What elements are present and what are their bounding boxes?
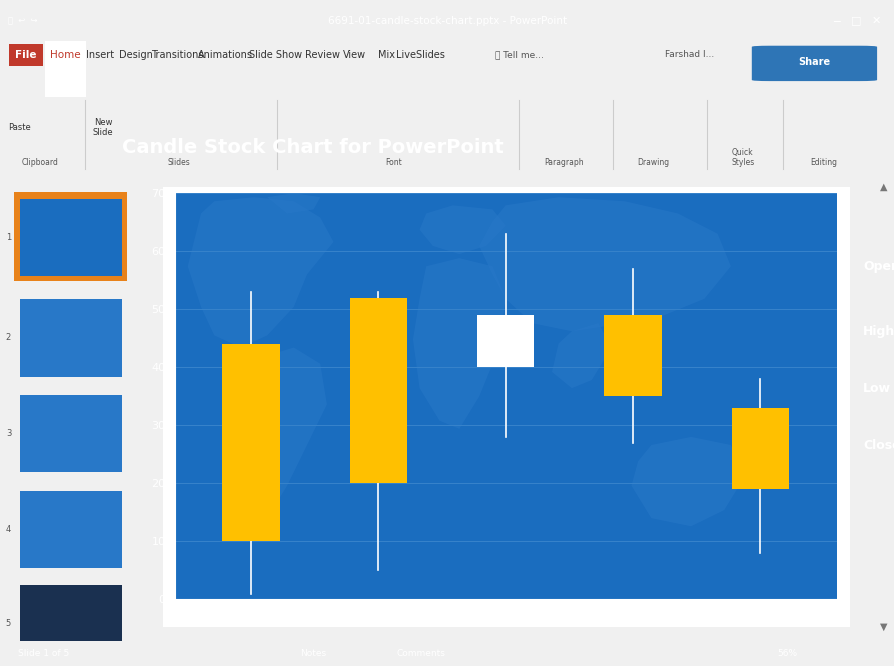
Text: High: High	[863, 325, 894, 338]
Text: Animations: Animations	[198, 49, 253, 59]
Bar	[350, 298, 407, 484]
Bar	[477, 315, 534, 367]
FancyBboxPatch shape	[751, 46, 876, 81]
Text: Slide Show: Slide Show	[249, 49, 302, 59]
Text: Quick
Styles: Quick Styles	[730, 148, 754, 167]
Text: Clipboard: Clipboard	[21, 158, 59, 167]
Text: Slides: Slides	[167, 158, 190, 167]
Text: Share: Share	[797, 57, 830, 67]
Text: Low: Low	[863, 382, 890, 395]
Text: 4: 4	[6, 525, 11, 534]
Text: 6691-01-candle-stock-chart.pptx - PowerPoint: 6691-01-candle-stock-chart.pptx - PowerP…	[327, 15, 567, 26]
Text: ▲: ▲	[879, 182, 886, 192]
Text: Editing: Editing	[809, 158, 836, 167]
Text: □: □	[850, 15, 861, 26]
Text: Transitions: Transitions	[151, 49, 203, 59]
Text: 5: 5	[6, 619, 11, 628]
Polygon shape	[188, 197, 333, 348]
Polygon shape	[631, 437, 743, 526]
Text: Candle Stock Chart for PowerPoint: Candle Stock Chart for PowerPoint	[122, 138, 502, 157]
FancyBboxPatch shape	[20, 395, 122, 472]
FancyBboxPatch shape	[45, 41, 86, 97]
Text: Close: Close	[863, 438, 894, 452]
FancyBboxPatch shape	[163, 187, 849, 627]
Text: 🔍 Tell me...: 🔍 Tell me...	[494, 50, 543, 59]
Text: 1: 1	[6, 233, 11, 242]
Text: Design: Design	[119, 49, 153, 59]
Text: ✕: ✕	[871, 15, 880, 26]
Text: 💾  ↩  ↪: 💾 ↩ ↪	[8, 16, 37, 25]
Text: 3: 3	[5, 430, 11, 438]
Text: ─: ─	[832, 15, 839, 26]
Text: Comments: Comments	[396, 649, 444, 658]
Bar	[603, 315, 661, 396]
Polygon shape	[478, 197, 730, 331]
Text: Paragraph: Paragraph	[544, 158, 583, 167]
Bar	[222, 344, 279, 541]
Polygon shape	[412, 258, 505, 429]
Text: Review: Review	[304, 49, 340, 59]
Text: Insert: Insert	[86, 49, 114, 59]
Text: Open: Open	[863, 260, 894, 273]
Text: View: View	[342, 49, 366, 59]
Text: New
Slide: New Slide	[92, 117, 114, 137]
Text: LiveSlides: LiveSlides	[396, 49, 444, 59]
FancyBboxPatch shape	[20, 585, 122, 662]
Text: Home: Home	[50, 49, 80, 59]
Text: Slide 1 of 5: Slide 1 of 5	[18, 649, 69, 658]
Bar	[731, 408, 789, 489]
FancyBboxPatch shape	[9, 44, 43, 66]
Polygon shape	[240, 348, 326, 518]
Text: Mix: Mix	[378, 49, 394, 59]
Text: Farshad I...: Farshad I...	[663, 50, 713, 59]
Text: Font: Font	[385, 158, 401, 167]
Text: 56%: 56%	[777, 649, 797, 658]
Polygon shape	[552, 323, 611, 388]
Text: Drawing: Drawing	[637, 158, 669, 167]
Text: 2: 2	[6, 334, 11, 342]
FancyBboxPatch shape	[14, 192, 127, 280]
Text: Paste: Paste	[8, 123, 31, 132]
FancyBboxPatch shape	[20, 199, 122, 276]
FancyBboxPatch shape	[20, 300, 122, 376]
Text: ▼: ▼	[879, 621, 886, 631]
Polygon shape	[419, 205, 505, 254]
Polygon shape	[267, 193, 320, 213]
Text: File: File	[15, 49, 37, 59]
Text: Notes: Notes	[299, 649, 326, 658]
FancyBboxPatch shape	[20, 491, 122, 568]
